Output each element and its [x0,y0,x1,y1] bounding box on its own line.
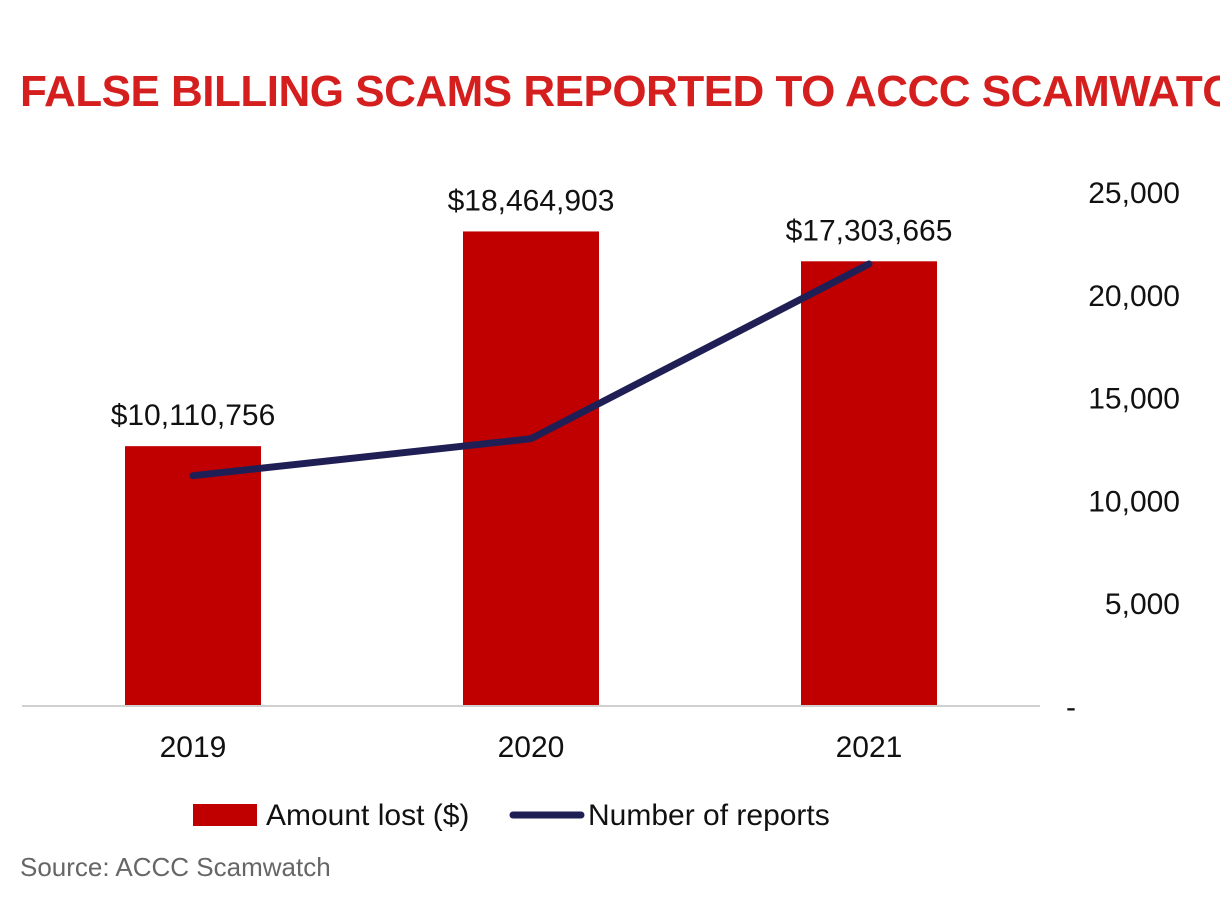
legend-swatch-amount-lost [193,804,257,826]
bar-value-labels: $10,110,756 $18,464,903 $17,303,665 [111,184,953,432]
bar-value-label-2019: $10,110,756 [111,399,276,432]
line-series [189,260,873,480]
category-label-2020: 2020 [498,731,565,764]
legend-label-number-of-reports: Number of reports [588,799,830,832]
x-axis-category-labels: 2019 2020 2021 [160,731,903,764]
category-label-2019: 2019 [160,731,227,764]
bar-2020 [463,231,599,706]
right-axis-tick-2: 10,000 [1088,485,1180,518]
right-axis-ticks: - 5,000 10,000 15,000 20,000 25,000 [1066,177,1180,724]
right-axis-tick-1: 5,000 [1105,588,1180,621]
reports-line [189,260,873,480]
right-axis-tick-5: 25,000 [1088,177,1180,210]
legend-label-amount-lost: Amount lost ($) [266,799,469,832]
chart-title: FALSE BILLING SCAMS REPORTED TO ACCC SCA… [20,67,1220,116]
bar-2019 [125,446,261,706]
bar-2021 [801,261,937,706]
source-note: Source: ACCC Scamwatch [20,852,331,882]
category-label-2021: 2021 [836,731,903,764]
right-axis-tick-4: 20,000 [1088,280,1180,313]
bar-series [125,231,937,706]
bar-value-label-2021: $17,303,665 [786,214,953,247]
bar-value-label-2020: $18,464,903 [448,184,615,217]
legend: Amount lost ($) Number of reports [193,799,830,832]
right-axis-tick-3: 15,000 [1088,383,1180,416]
right-axis-tick-0: - [1066,691,1076,724]
